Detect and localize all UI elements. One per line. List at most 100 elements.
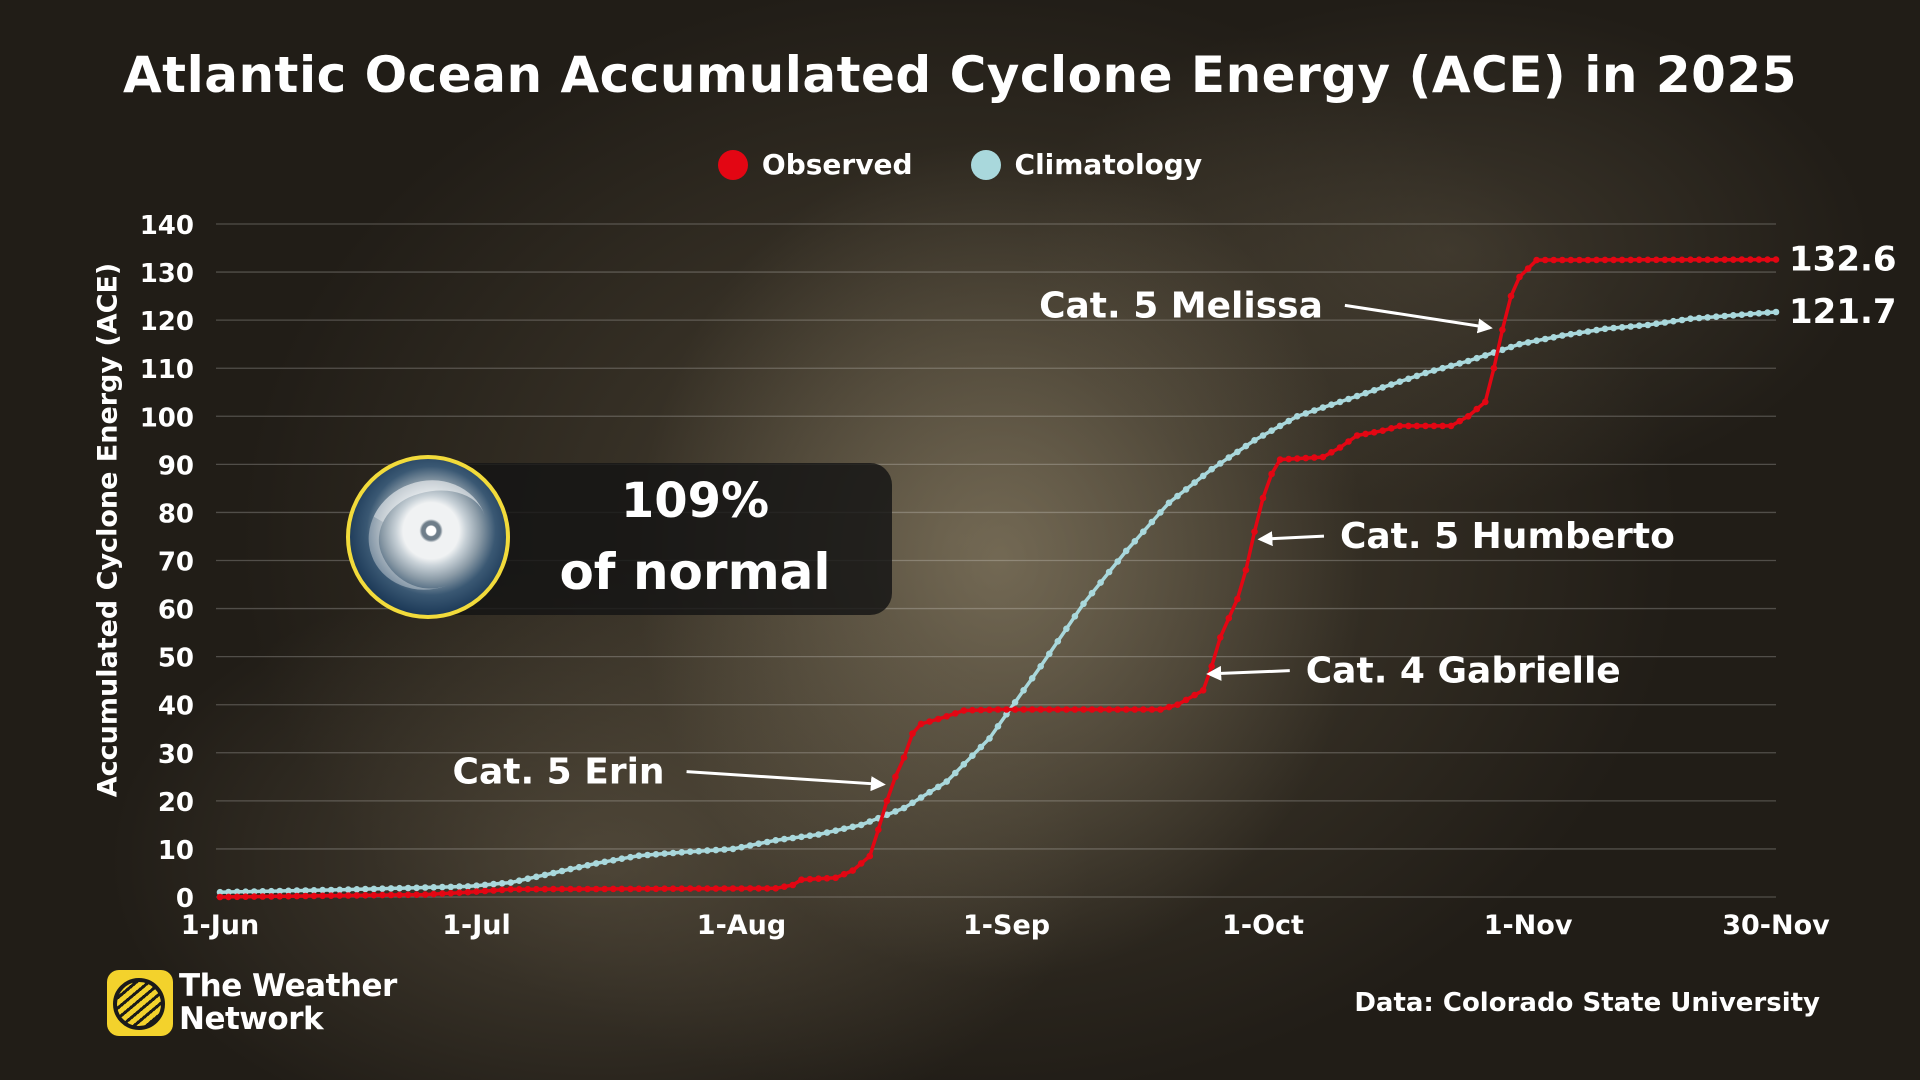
- data-point-observed: [1182, 696, 1190, 704]
- data-point-observed: [781, 883, 788, 890]
- data-point-climatology: [336, 886, 344, 894]
- data-point-climatology: [798, 833, 805, 841]
- data-point-observed: [635, 885, 643, 893]
- data-point-observed: [857, 860, 865, 867]
- data-point-climatology: [1336, 398, 1344, 406]
- end-label-climatology: 121.7: [1789, 292, 1897, 332]
- data-point-climatology: [661, 850, 668, 857]
- data-point-climatology: [1601, 325, 1609, 333]
- data-point-climatology: [1439, 364, 1446, 372]
- data-point-climatology: [1157, 509, 1164, 516]
- data-point-climatology: [1422, 369, 1429, 377]
- data-point-climatology: [541, 871, 549, 879]
- data-point-climatology: [969, 752, 976, 759]
- data-point-observed: [1259, 494, 1267, 502]
- data-point-climatology: [1028, 675, 1036, 682]
- x-tick-label: 1-Oct: [1222, 910, 1304, 941]
- data-point-observed: [319, 892, 326, 900]
- data-point-climatology: [960, 761, 968, 768]
- data-point-climatology: [387, 885, 395, 892]
- data-point-climatology: [1747, 310, 1754, 318]
- data-point-climatology: [1550, 334, 1557, 341]
- data-point-climatology: [430, 884, 438, 891]
- data-point-observed: [712, 885, 720, 892]
- data-point-climatology: [669, 849, 677, 857]
- data-point-climatology: [404, 884, 412, 892]
- data-point-climatology: [293, 887, 301, 894]
- chart-title: Atlantic Ocean Accumulated Cyclone Energ…: [122, 46, 1797, 104]
- data-point-observed: [1653, 256, 1660, 264]
- data-point-observed: [1071, 706, 1079, 713]
- y-tick-label: 100: [140, 403, 194, 433]
- data-point-observed: [1293, 455, 1301, 462]
- data-point-observed: [1661, 256, 1669, 264]
- data-point-observed: [1268, 470, 1275, 478]
- annotation-label: Cat. 4 Gabrielle: [1306, 651, 1621, 692]
- data-point-observed: [601, 885, 608, 893]
- data-point-observed: [379, 891, 386, 899]
- data-point-observed: [977, 706, 985, 714]
- data-point-observed: [943, 713, 950, 720]
- data-point-climatology: [1524, 339, 1532, 346]
- storm-annotations: Cat. 5 Erin Cat. 4 Gabrielle Cat. 5 Humber…: [453, 285, 1675, 792]
- data-point-observed: [1242, 566, 1250, 574]
- data-point-observed: [686, 885, 694, 892]
- data-point-observed: [1678, 256, 1686, 264]
- data-point-observed: [1482, 398, 1489, 406]
- data-point-climatology: [1311, 407, 1318, 414]
- data-point-climatology: [1482, 352, 1489, 359]
- weather-network-globe-icon: [107, 970, 173, 1036]
- data-point-observed: [1627, 256, 1634, 264]
- x-tick-label: 1-Jun: [181, 910, 259, 941]
- data-point-climatology: [1165, 499, 1173, 507]
- series-observed: [216, 256, 1780, 901]
- data-point-observed: [387, 891, 395, 899]
- data-point-observed: [1764, 256, 1771, 263]
- data-point-climatology: [1704, 314, 1711, 321]
- data-point-observed: [1191, 691, 1198, 699]
- data-point-observed: [1328, 449, 1335, 456]
- data-point-climatology: [1208, 465, 1215, 473]
- data-point-climatology: [447, 883, 455, 891]
- data-point-climatology: [421, 884, 429, 891]
- data-point-observed: [823, 875, 831, 882]
- data-point-climatology: [746, 842, 754, 849]
- data-point-climatology: [618, 855, 626, 862]
- data-point-climatology: [276, 887, 284, 895]
- data-point-climatology: [926, 788, 933, 796]
- data-point-climatology: [1242, 442, 1250, 450]
- data-point-observed: [1524, 265, 1532, 272]
- x-tick-labels: 1-Jun 1-Jul 1-Aug 1-Sep 1-Oct 1-Nov 30-Nov: [181, 910, 1830, 941]
- data-point-climatology: [1285, 417, 1292, 425]
- data-point-observed: [1225, 614, 1233, 622]
- data-point-observed: [1772, 256, 1780, 263]
- y-tick-labels: 0 10 20 30 40 50 60 70 80 90 100 110 120 130 140: [140, 211, 194, 914]
- data-point-observed: [1174, 701, 1181, 708]
- data-point-observed: [481, 887, 489, 895]
- data-point-observed: [1217, 634, 1224, 641]
- data-point-observed: [1618, 256, 1626, 264]
- data-point-observed: [1567, 256, 1575, 264]
- data-point-observed: [404, 891, 412, 899]
- data-point-observed: [1747, 256, 1754, 263]
- data-point-climatology: [464, 883, 472, 890]
- data-point-observed: [498, 886, 506, 894]
- data-point-climatology: [225, 888, 232, 896]
- data-point-observed: [1131, 706, 1139, 713]
- data-point-observed: [1439, 422, 1446, 430]
- data-point-climatology: [379, 885, 386, 892]
- data-point-observed: [1405, 422, 1412, 430]
- data-point-climatology: [584, 862, 591, 869]
- data-point-observed: [789, 881, 797, 889]
- data-point-observed: [678, 885, 685, 892]
- data-point-observed: [1199, 687, 1207, 694]
- data-point-climatology: [883, 811, 891, 819]
- data-point-climatology: [1576, 329, 1583, 337]
- data-point-observed: [1122, 706, 1130, 713]
- data-point-climatology: [738, 843, 745, 851]
- data-point-observed: [353, 892, 361, 899]
- data-point-climatology: [1567, 330, 1575, 338]
- data-point-observed: [746, 885, 754, 892]
- y-tick-label: 0: [176, 884, 194, 914]
